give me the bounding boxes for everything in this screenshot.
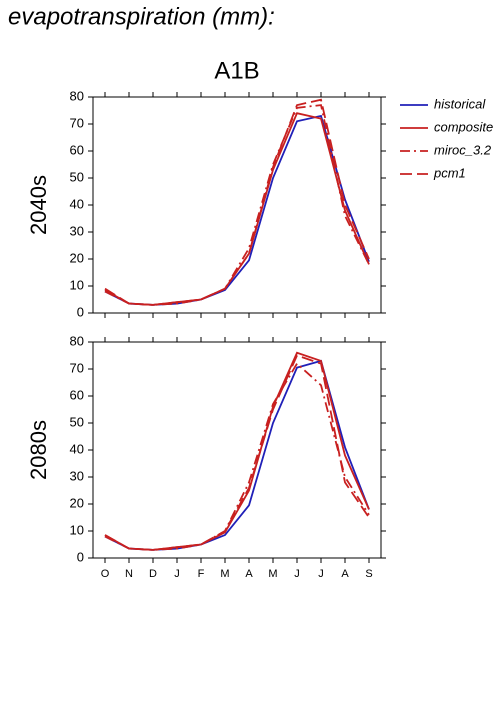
series-line <box>104 98 370 306</box>
series-line <box>104 104 370 306</box>
y-tick-label: 0 <box>77 549 84 564</box>
y-tick-label: 10 <box>70 277 84 292</box>
x-tick-label: N <box>125 568 133 580</box>
x-tick-label: A <box>341 568 349 580</box>
y-tick-label: 40 <box>70 441 84 456</box>
x-tick-label: J <box>294 568 300 580</box>
x-tick-label: J <box>318 568 324 580</box>
y-tick-label: 30 <box>70 223 84 238</box>
series-line <box>104 362 370 551</box>
y-tick-label: 20 <box>70 250 84 265</box>
y-tick-label: 60 <box>70 387 84 402</box>
y-tick-label: 70 <box>70 115 84 130</box>
scenario-title: A1B <box>214 57 259 84</box>
y-axis-label: 2080s <box>26 420 51 480</box>
x-tick-label: O <box>101 568 110 580</box>
y-tick-label: 10 <box>70 522 84 537</box>
y-tick-label: 0 <box>77 304 84 319</box>
y-tick-label: 80 <box>70 88 84 103</box>
y-tick-label: 60 <box>70 142 84 157</box>
y-tick-label: 30 <box>70 468 84 483</box>
x-tick-label: J <box>174 568 180 580</box>
series-line <box>104 359 370 551</box>
y-tick-label: 40 <box>70 196 84 211</box>
y-axis-label: 2040s <box>26 175 51 235</box>
legend-label: miroc_3.2 <box>434 142 492 157</box>
series-line <box>104 354 370 551</box>
legend-label: historical <box>434 96 486 111</box>
y-tick-label: 50 <box>70 169 84 184</box>
y-tick-label: 70 <box>70 360 84 375</box>
legend-label: composite <box>434 119 493 134</box>
y-tick-label: 80 <box>70 333 84 348</box>
page-title: evapotranspiration (mm): <box>8 3 275 30</box>
x-tick-label: M <box>268 568 277 580</box>
x-tick-label: M <box>220 568 229 580</box>
y-tick-label: 20 <box>70 495 84 510</box>
plot-frame <box>92 96 382 314</box>
x-tick-label: F <box>198 568 205 580</box>
x-tick-label: A <box>245 568 253 580</box>
x-tick-label: D <box>149 568 157 580</box>
legend-label: pcm1 <box>433 165 466 180</box>
x-tick-label: S <box>365 568 372 580</box>
y-tick-label: 50 <box>70 414 84 429</box>
